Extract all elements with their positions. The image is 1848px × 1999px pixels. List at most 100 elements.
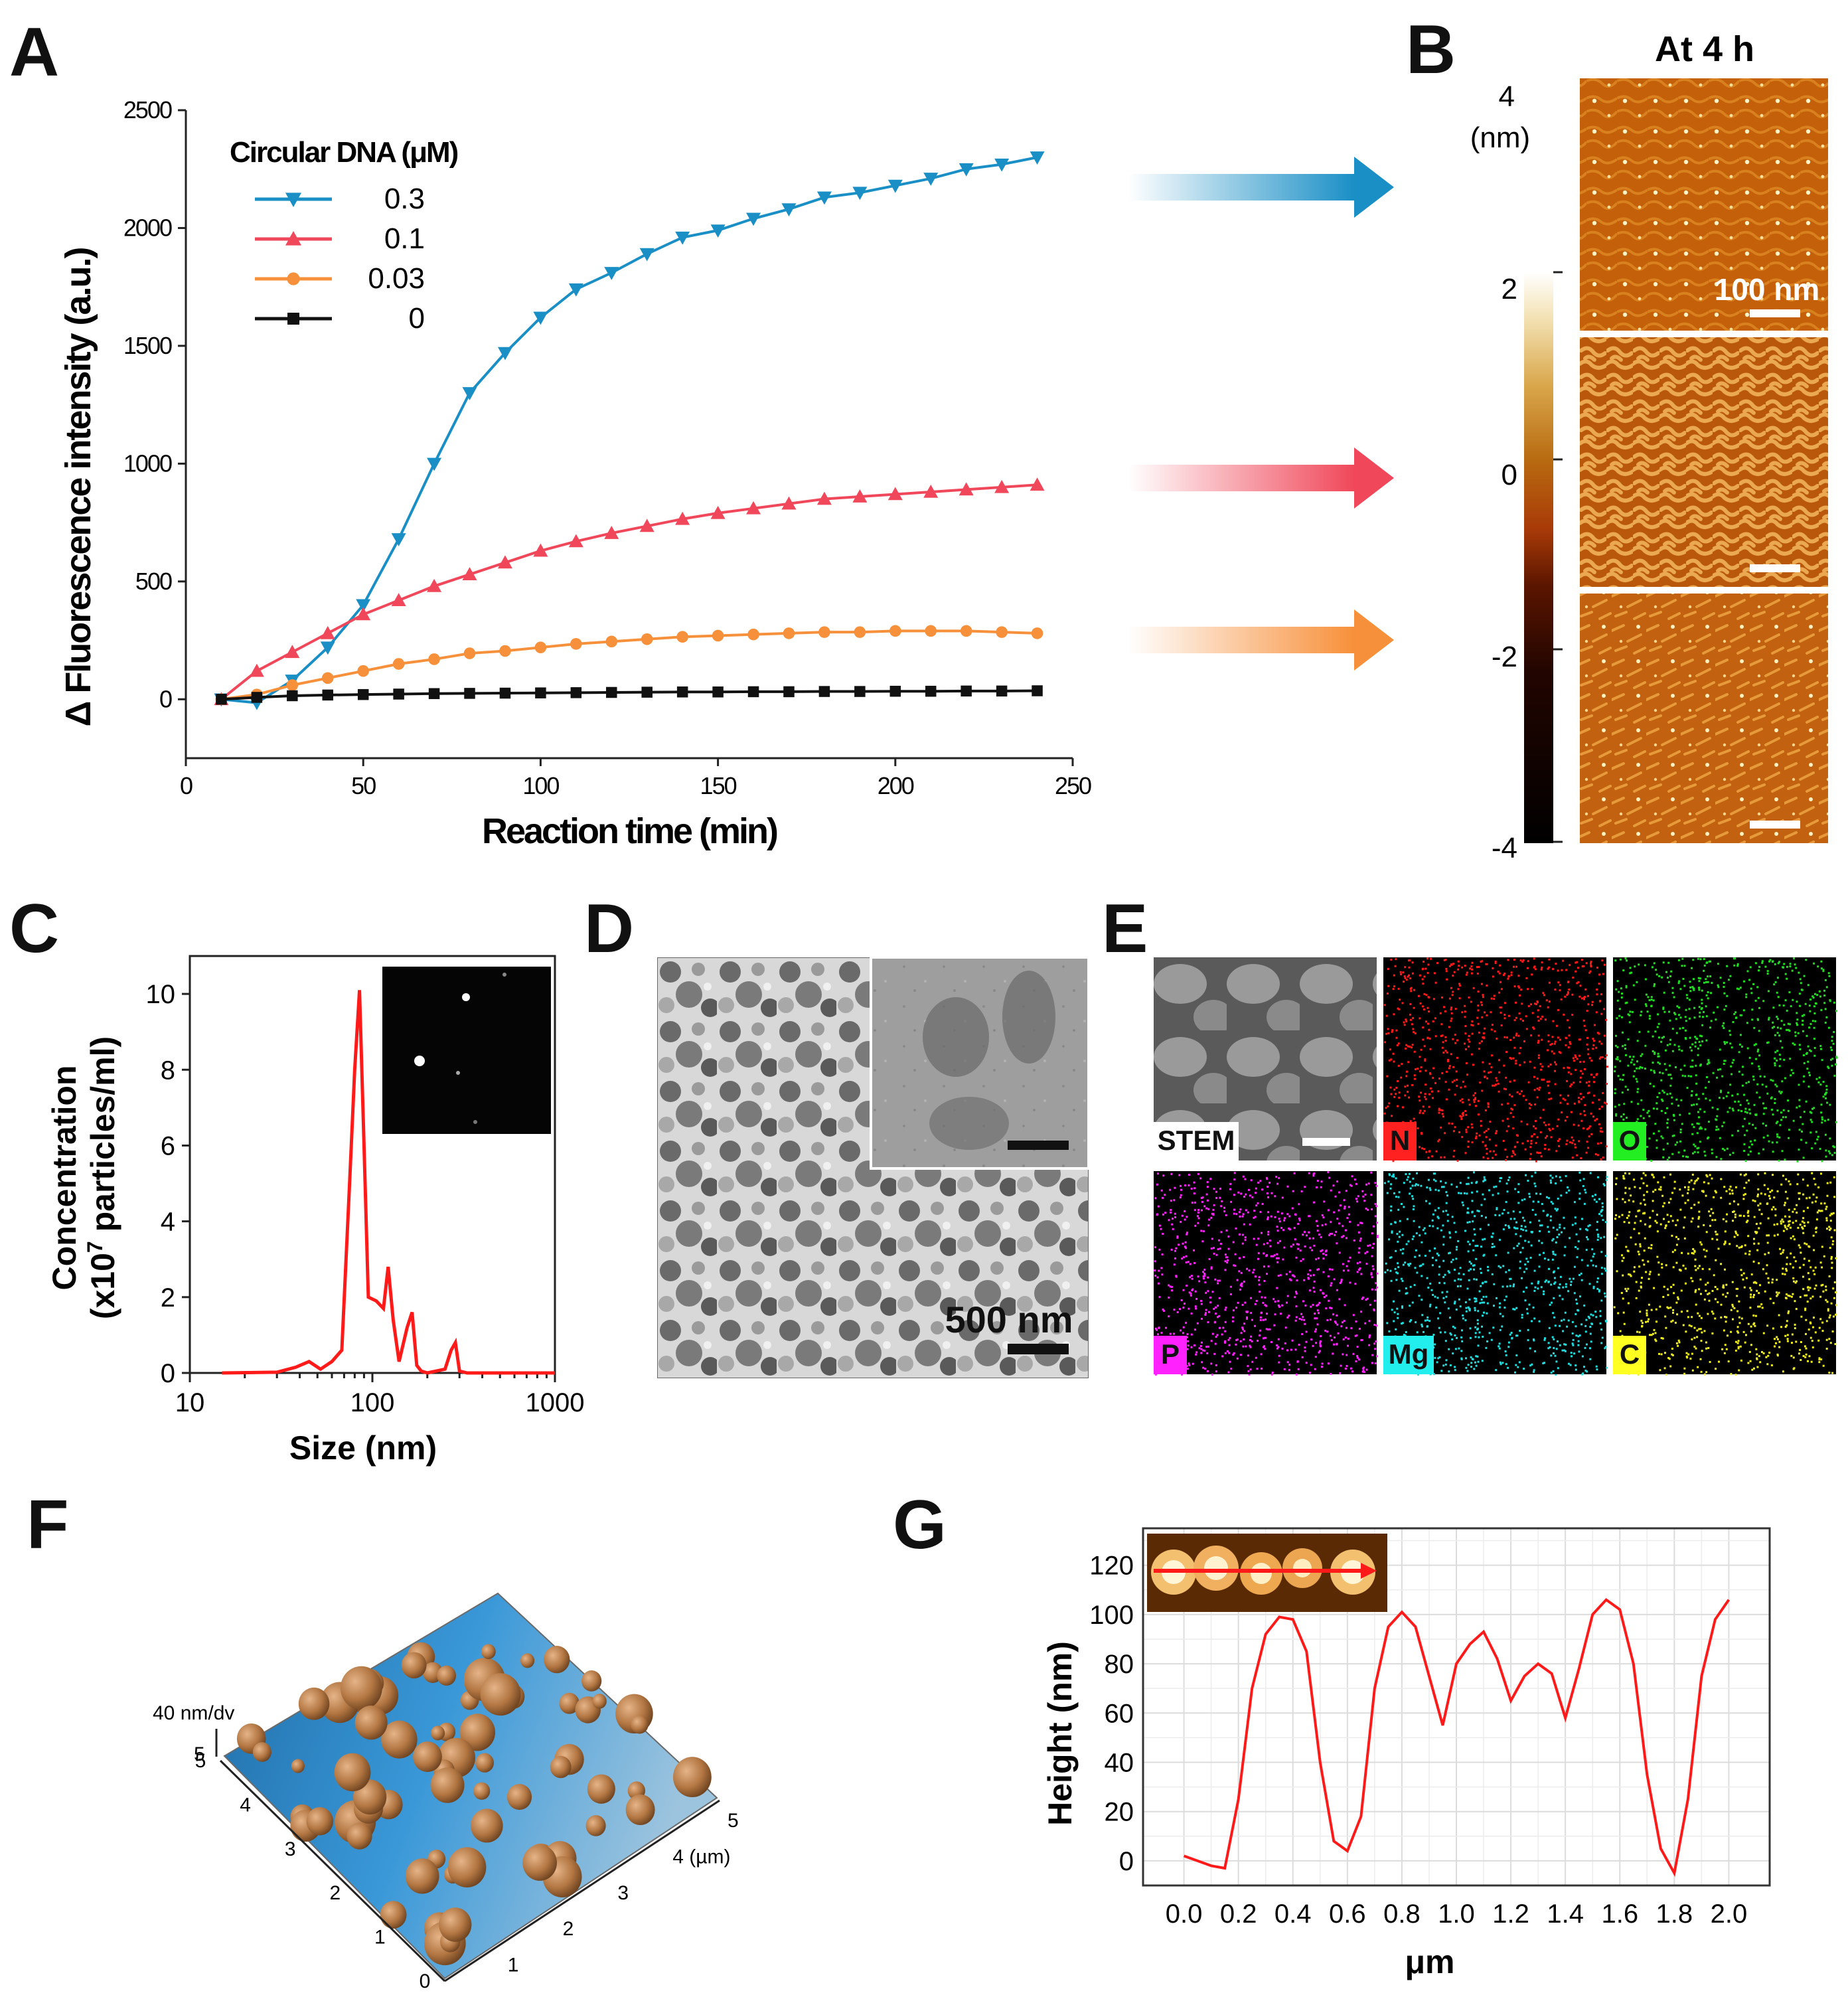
- a-point-0.1: [816, 491, 832, 505]
- a-point-0.1: [675, 511, 690, 525]
- a-point-0.1: [462, 567, 477, 580]
- a-x-tick-label: 150: [700, 772, 737, 799]
- g-x-tick-label: 0.0: [1166, 1899, 1203, 1929]
- afm-3d-particle: [430, 1767, 465, 1803]
- a-point-0: [925, 685, 937, 697]
- a-point-0.1: [568, 534, 583, 548]
- a-y-tick-label: 0: [159, 685, 172, 712]
- a-legend-label-0.1: 0.1: [384, 222, 425, 255]
- eds-tile-c: C: [1613, 1171, 1838, 1376]
- a-point-0.03: [570, 638, 582, 650]
- nta-inset-image: [382, 967, 551, 1134]
- g-y-tick-label: 0: [1119, 1847, 1134, 1876]
- a-point-0: [322, 689, 334, 701]
- g-x-tick-label: 1.6: [1601, 1899, 1638, 1929]
- afm-3d-particle: [559, 1692, 579, 1714]
- a-point-0.1: [887, 487, 903, 501]
- g-y-tick-label: 40: [1105, 1748, 1134, 1777]
- panel-d-tem-image: 500 nm: [657, 957, 1089, 1378]
- a-x-tick-label: 200: [878, 772, 914, 799]
- a-point-0.1: [852, 489, 868, 503]
- panel-letter-e: E: [1102, 890, 1148, 967]
- a-point-0.3: [568, 283, 583, 297]
- colorbar-unit: (nm): [1470, 121, 1530, 154]
- a-point-0: [464, 688, 475, 699]
- afm-3d-particle: [672, 1757, 712, 1798]
- a-point-0.1: [959, 482, 974, 496]
- a-x-axis-label: Reaction time (min): [482, 811, 777, 851]
- panel-letter-d: D: [584, 890, 635, 967]
- a-point-0: [676, 686, 688, 698]
- a-x-tick-label: 250: [1055, 772, 1091, 799]
- c-y-axis-label-group: Concentration (x107 particles/ml): [46, 1036, 121, 1319]
- a-point-0.03: [747, 628, 759, 641]
- a-point-0: [889, 685, 901, 697]
- afm-3d-particle: [587, 1774, 615, 1804]
- height-profile-inset: [1147, 1534, 1387, 1612]
- afm-3d-particle: [631, 1715, 649, 1734]
- eds-tile-label-bg: [1613, 1336, 1646, 1374]
- afm-scalebar-2: [1750, 564, 1800, 572]
- eds-tile-label: N: [1390, 1125, 1410, 1156]
- eds-tile-label-bg: [1154, 1336, 1187, 1374]
- a-point-0.3: [887, 179, 903, 193]
- g-y-tick-label: 60: [1105, 1699, 1134, 1728]
- a-point-0: [499, 687, 511, 699]
- afm-3d-x-tick: 1: [508, 1955, 519, 1976]
- afm-3d-particle: [380, 1901, 407, 1929]
- a-point-0.03: [996, 626, 1008, 638]
- a-point-0.3: [923, 173, 939, 186]
- a-point-0.3: [497, 347, 512, 360]
- a-point-0.1: [320, 625, 335, 639]
- g-y-tick-label: 120: [1089, 1552, 1134, 1581]
- afm-3d-particle: [475, 1753, 494, 1773]
- a-point-0.3: [427, 457, 442, 471]
- a-point-0.3: [533, 311, 548, 325]
- a-point-0.1: [427, 578, 442, 592]
- eds-tile-o: O: [1613, 957, 1838, 1162]
- afm-3d-z-tick: 5: [194, 1743, 205, 1765]
- g-x-tick-label: 0.6: [1329, 1899, 1366, 1929]
- panel-letter-a: A: [9, 14, 60, 91]
- a-point-0.1: [533, 543, 548, 557]
- g-x-tick-label: 2.0: [1711, 1899, 1748, 1929]
- afm-3d-x-tick: 3: [617, 1882, 629, 1904]
- a-point-0.3: [356, 599, 371, 613]
- afm-image-0.03: [1580, 594, 1828, 843]
- afm-3d-particle: [413, 1741, 442, 1773]
- a-series-line-0.03: [221, 629, 1038, 701]
- stem-scalebar: [1302, 1138, 1350, 1146]
- a-point-0.3: [994, 158, 1010, 172]
- a-point-0.3: [639, 248, 654, 262]
- afm-3d-particle: [471, 1808, 503, 1843]
- a-point-0.1: [356, 607, 371, 621]
- a-point-0.1: [781, 496, 797, 510]
- afm-3d-particle: [401, 1652, 427, 1679]
- panel-b-title: At 4 h: [1655, 29, 1754, 69]
- afm-scalebar-1: [1750, 309, 1800, 317]
- a-point-0: [1032, 685, 1043, 696]
- a-legend-label-0.3: 0.3: [384, 183, 425, 215]
- a-point-0.3: [959, 163, 974, 177]
- a-y-tick-label: 1500: [123, 332, 172, 359]
- a-point-0.3: [462, 387, 477, 400]
- c-size-distribution-line: [222, 990, 555, 1375]
- a-y-axis-label: Δ Fluorescence intensity (a.u.): [58, 248, 98, 726]
- a-point-0: [287, 690, 298, 702]
- eds-map-signal: [1154, 1171, 1379, 1376]
- tem-scalebar-label: 500 nm: [945, 1299, 1073, 1340]
- arrow-blue: [1128, 157, 1394, 218]
- panel-c-chart: 0 2 4 6 8 10 10 100 1000 Size (nm) Concentration (x…: [46, 955, 584, 1467]
- a-point-0.03: [321, 672, 334, 684]
- a-point-0: [606, 686, 617, 698]
- a-point-0.03: [960, 625, 972, 637]
- afm-3d-y-tick: 5: [195, 1750, 206, 1772]
- eds-map-signal: [1613, 1172, 1838, 1376]
- afm-3d-x-tick: 5: [728, 1810, 739, 1832]
- a-point-0.03: [676, 631, 688, 643]
- a-point-0.03: [463, 647, 476, 659]
- colorbar-tick-2: 2: [1502, 273, 1517, 305]
- afm-3d-particle: [291, 1759, 305, 1773]
- afm-3d-particle: [405, 1858, 439, 1894]
- g-x-tick-label: 1.0: [1438, 1899, 1475, 1929]
